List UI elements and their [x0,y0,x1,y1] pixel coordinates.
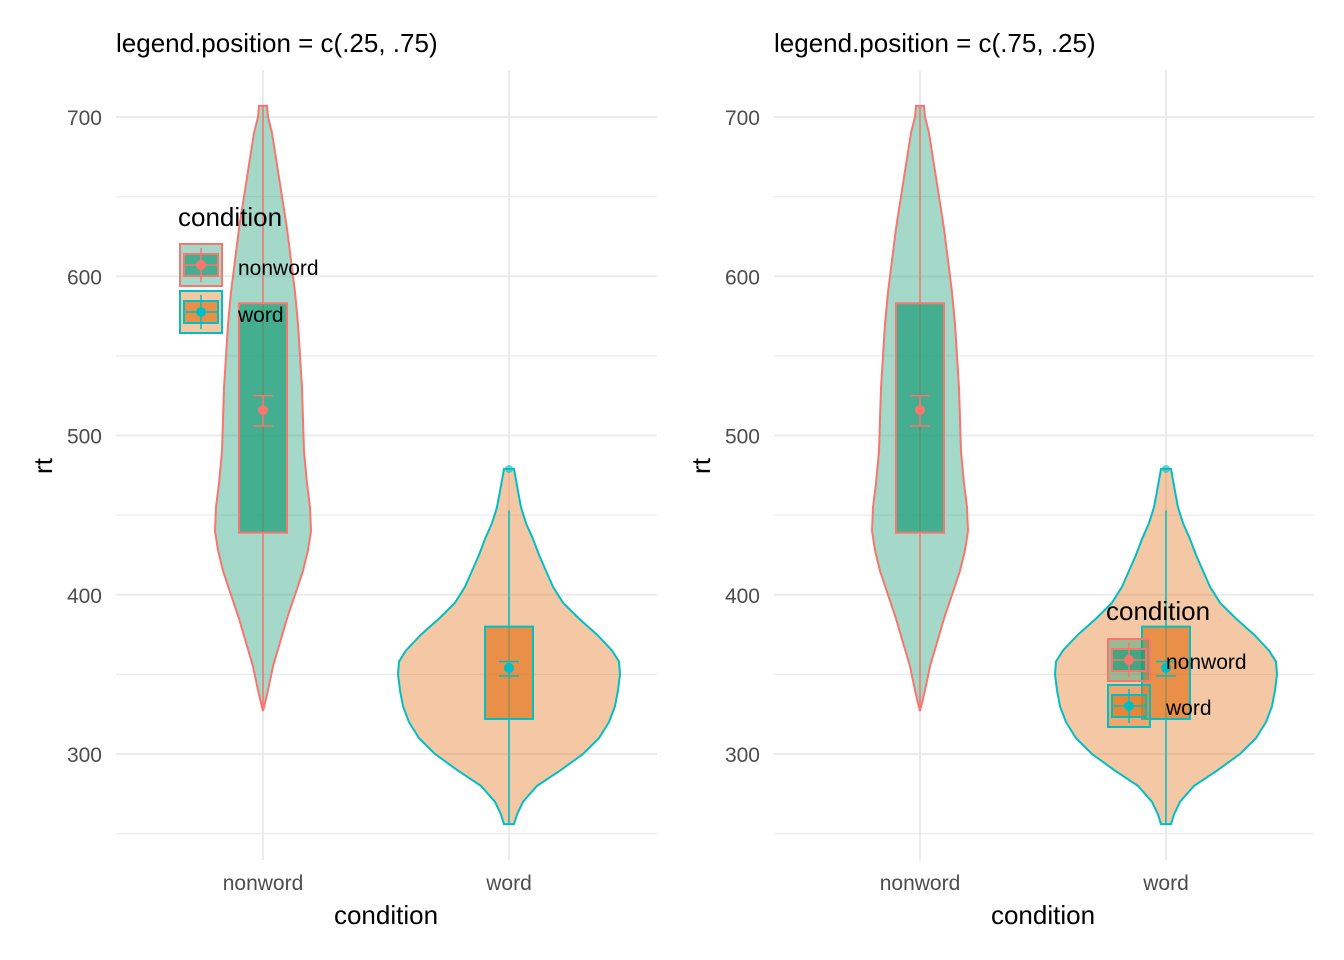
legend-key-nonword [179,243,223,287]
panel-right-y-axis-title: rt [686,457,716,474]
panel-right-x-tick-nonword: nonword [880,872,961,895]
panel-left-y-axis-title: rt [28,457,58,474]
panel-left-x-tick-word: word [485,872,532,895]
y-tick-label: 600 [725,266,760,289]
panel-left: legend.position = c(.25, .75) 300 400 500 6… [28,28,657,930]
panel-left-title: legend.position = c(.25, .75) [116,28,438,58]
panel-left-legend-title: condition [178,202,282,232]
panel-right-x-axis-title: condition [991,900,1095,930]
y-tick-label: 700 [725,107,760,130]
panel-right-legend-label-nonword: nonword [1166,651,1247,674]
panel-right-title: legend.position = c(.75, .25) [774,28,1096,58]
y-tick-label: 700 [67,107,102,130]
legend-key-mean [196,260,206,270]
panel-right: legend.position = c(.75, .25) 300 400 500 6… [686,28,1314,930]
mean-point-word [504,663,514,674]
legend-key-word [179,290,223,334]
y-tick-label: 500 [725,426,760,449]
panel-left-x-tick-nonword: nonword [223,872,304,895]
panel-right-legend-label-word: word [1165,697,1212,720]
panel-left-violins [213,104,622,826]
panel-left-legend-label-word: word [237,304,284,327]
mean-point-nonword [915,405,925,416]
outlier-point [505,464,513,473]
y-tick-label: 600 [67,266,102,289]
y-tick-label: 300 [67,744,102,767]
panel-left-legend: condition nonword word [178,202,319,334]
outlier-point [1162,464,1170,473]
y-tick-label: 400 [725,585,760,608]
panel-left-y-ticks: 300 400 500 600 700 [67,107,102,767]
legend-key-mean [196,307,206,317]
y-tick-label: 300 [725,744,760,767]
legend-key-mean [1124,701,1134,711]
mean-point-nonword [258,405,268,416]
legend-key-nonword [1107,638,1151,682]
panel-right-legend: condition nonword word [1106,596,1247,728]
y-tick-label: 400 [67,585,102,608]
legend-key-word [1107,684,1151,728]
panel-left-legend-label-nonword: nonword [238,257,319,280]
panel-right-y-ticks: 300 400 500 600 700 [725,107,760,767]
mean-point-word [1161,663,1171,674]
panel-right-x-tick-word: word [1142,872,1189,895]
panel-left-x-axis-title: condition [334,900,438,930]
panel-right-violins [870,104,1279,826]
y-tick-label: 500 [67,426,102,449]
legend-key-mean [1124,655,1134,665]
panel-right-legend-title: condition [1106,596,1210,626]
